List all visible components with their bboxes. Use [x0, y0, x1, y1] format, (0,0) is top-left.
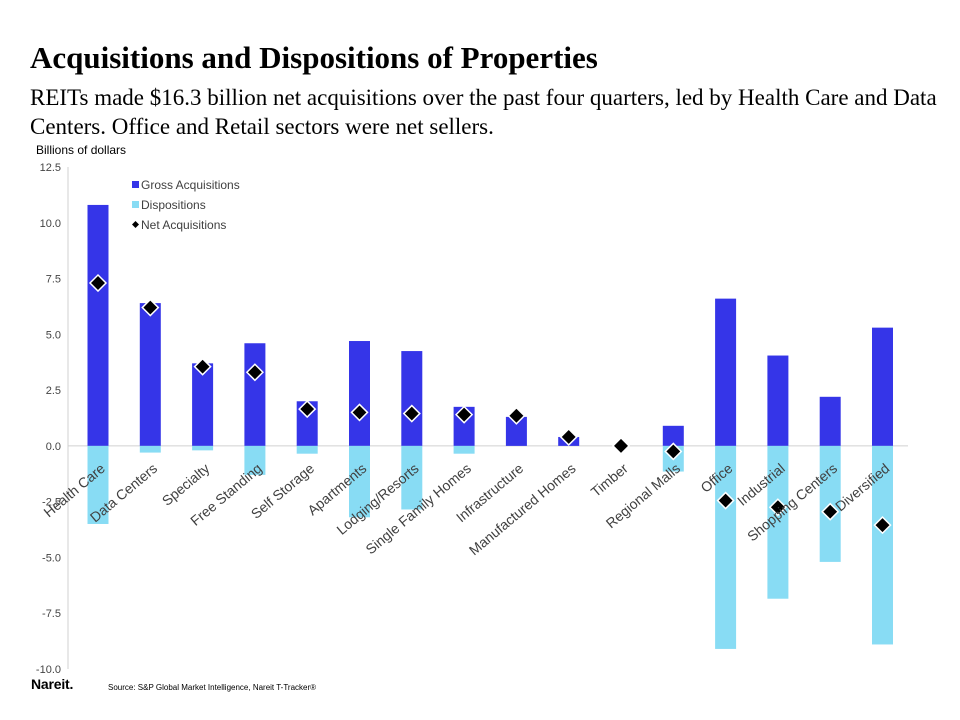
- y-axis-label: Billions of dollars: [36, 143, 127, 157]
- legend-label: Net Acquisitions: [141, 218, 226, 232]
- legend-label: Dispositions: [141, 198, 206, 212]
- net-acquisition-marker: [88, 273, 108, 293]
- legend-label: Gross Acquisitions: [141, 178, 240, 192]
- net-markers: [88, 273, 892, 535]
- gross-acquisition-bar: [244, 343, 266, 446]
- legend-swatch-gross: [132, 181, 139, 188]
- disposition-bar: [87, 445, 109, 524]
- net-acquisition-marker: [559, 427, 578, 447]
- gross-acquisition-bar: [819, 396, 841, 446]
- net-acquisition-marker: [664, 442, 683, 461]
- y-tick-label: 12.5: [40, 162, 61, 174]
- page-title: Acquisitions and Dispositions of Propert…: [30, 40, 598, 75]
- disposition-bar: [192, 445, 214, 451]
- net-acquisition-marker: [141, 298, 160, 317]
- bars: [87, 204, 893, 649]
- net-acquisition-marker: [350, 403, 369, 422]
- gross-acquisition-bar: [505, 416, 527, 446]
- disposition-bar: [296, 445, 318, 454]
- y-tick-label: 10.0: [40, 218, 61, 230]
- disposition-bar: [872, 445, 893, 645]
- gross-acquisition-bar: [87, 204, 109, 446]
- net-acquisition-marker: [821, 502, 840, 521]
- gross-acquisition-bar: [349, 341, 370, 446]
- net-acquisition-marker: [873, 516, 892, 535]
- source-note: Source: S&P Global Market Intelligence, …: [108, 683, 317, 692]
- nareit-logo: Nareit.: [31, 676, 74, 692]
- legend-swatch-dispositions: [132, 201, 139, 208]
- net-acquisition-marker: [716, 491, 735, 510]
- disposition-bar: [453, 445, 475, 454]
- y-tick-label: 2.5: [46, 385, 61, 397]
- net-acquisition-marker: [245, 363, 264, 382]
- net-acquisition-marker: [402, 404, 421, 423]
- disposition-bar: [244, 445, 266, 475]
- gross-acquisition-bar: [139, 303, 161, 446]
- y-tick-label: -2.5: [42, 497, 61, 509]
- net-acquisition-marker: [611, 436, 631, 455]
- y-tick-label: -7.5: [42, 608, 61, 620]
- disposition-bar: [349, 445, 370, 518]
- net-acquisition-marker: [298, 400, 317, 419]
- page-subtitle: REITs made $16.3 billion net acquisition…: [30, 85, 937, 139]
- gross-acquisition-bar: [715, 298, 737, 446]
- y-tick-label: 7.5: [46, 274, 61, 286]
- net-acquisition-marker: [768, 498, 787, 517]
- gross-acquisition-bar: [662, 425, 684, 446]
- disposition-bar: [715, 445, 737, 649]
- net-acquisition-marker: [193, 357, 212, 376]
- y-tick-label: 0.0: [46, 441, 61, 453]
- gross-acquisition-bar: [192, 363, 214, 446]
- gross-acquisition-bar: [872, 327, 893, 446]
- legend: Gross Acquisitions Dispositions Net Acquis…: [132, 178, 240, 232]
- y-axis: 12.5 10.0 7.5 5.0 2.5 0.0 -2.5 -5.0 -7.5 -10.0: [36, 162, 908, 676]
- y-tick-label: 5.0: [46, 329, 61, 341]
- gross-acquisition-bar: [767, 355, 789, 446]
- net-acquisition-marker: [507, 406, 526, 425]
- disposition-bar: [401, 445, 423, 510]
- disposition-bar: [767, 445, 789, 599]
- x-tick-label: Timber: [588, 460, 632, 500]
- gross-acquisition-bar: [401, 351, 423, 446]
- net-acquisition-marker: [455, 405, 474, 424]
- disposition-bar: [139, 445, 161, 453]
- y-tick-label: -10.0: [36, 664, 61, 676]
- y-tick-label: -5.0: [42, 552, 61, 564]
- legend-marker-net: [132, 221, 139, 228]
